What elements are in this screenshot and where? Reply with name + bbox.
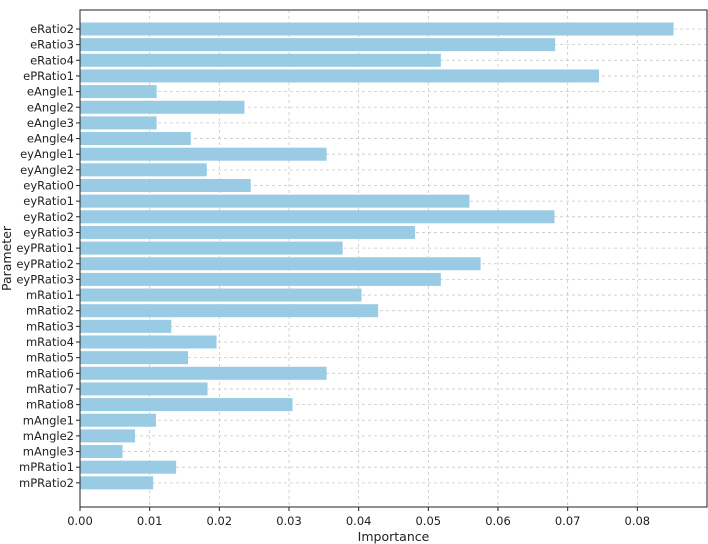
bar bbox=[80, 132, 191, 146]
bar bbox=[80, 351, 188, 365]
y-tick-label: mAngle2 bbox=[23, 429, 74, 443]
y-tick-label: mPRatio2 bbox=[19, 476, 74, 490]
y-tick-label: eyRatio3 bbox=[23, 225, 74, 239]
y-axis-title: Parameter bbox=[0, 225, 14, 291]
x-tick-label: 0.08 bbox=[625, 514, 651, 528]
y-tick-label: eyRatio0 bbox=[23, 179, 74, 193]
x-tick-label: 0.01 bbox=[137, 514, 163, 528]
axis-layer: eRatio2eRatio3eRatio4ePRatio1eAngle1eAng… bbox=[16, 9, 708, 528]
x-tick-label: 0.05 bbox=[416, 514, 442, 528]
bar bbox=[80, 304, 379, 318]
bar bbox=[80, 366, 327, 380]
y-tick-label: mRatio1 bbox=[26, 288, 74, 302]
y-tick-label: mRatio5 bbox=[26, 351, 74, 365]
bar bbox=[80, 382, 208, 396]
y-tick-label: mAngle1 bbox=[23, 413, 74, 427]
y-tick-label: eyRatio1 bbox=[23, 194, 74, 208]
bar bbox=[80, 85, 157, 99]
bar bbox=[80, 53, 441, 67]
bar bbox=[80, 22, 674, 36]
x-axis-title: Importance bbox=[358, 529, 430, 544]
bar-layer bbox=[80, 22, 674, 490]
bar bbox=[80, 194, 470, 208]
x-tick-label: 0.07 bbox=[555, 514, 581, 528]
y-tick-label: mPRatio1 bbox=[19, 460, 74, 474]
y-tick-label: mRatio6 bbox=[26, 366, 74, 380]
y-tick-label: mRatio7 bbox=[26, 382, 74, 396]
bar bbox=[80, 163, 207, 177]
y-tick-label: eAngle1 bbox=[27, 85, 74, 99]
y-tick-label: eAngle2 bbox=[27, 100, 74, 114]
bar bbox=[80, 257, 481, 271]
y-tick-label: eRatio2 bbox=[30, 22, 74, 36]
plot-frame bbox=[79, 9, 708, 508]
bar bbox=[80, 116, 157, 130]
x-tick-label: 0.03 bbox=[276, 514, 302, 528]
x-tick-label: 0.04 bbox=[346, 514, 372, 528]
bar bbox=[80, 272, 441, 286]
x-tick-label: 0.02 bbox=[207, 514, 233, 528]
y-tick-label: eRatio3 bbox=[30, 38, 74, 52]
bar bbox=[80, 210, 555, 224]
y-tick-label: mAngle3 bbox=[23, 445, 74, 459]
bar bbox=[80, 476, 154, 490]
bar bbox=[80, 398, 293, 412]
y-tick-label: eyAngle1 bbox=[20, 147, 74, 161]
bar bbox=[80, 241, 343, 255]
y-tick-label: eyPRatio2 bbox=[16, 257, 74, 271]
y-tick-label: eyPRatio3 bbox=[16, 272, 74, 286]
y-tick-label: eRatio4 bbox=[30, 53, 74, 67]
bar bbox=[80, 225, 416, 239]
y-tick-label: mRatio4 bbox=[26, 335, 74, 349]
y-tick-label: eyAngle2 bbox=[20, 163, 74, 177]
bar bbox=[80, 147, 327, 161]
bar bbox=[80, 179, 251, 192]
bar bbox=[80, 288, 362, 302]
bar bbox=[80, 69, 600, 83]
bar bbox=[80, 413, 156, 427]
bar bbox=[80, 319, 172, 333]
y-tick-label: mRatio2 bbox=[26, 304, 74, 318]
x-tick-label: 0.00 bbox=[67, 514, 93, 528]
y-tick-label: eyRatio2 bbox=[23, 210, 74, 224]
bar bbox=[80, 429, 136, 443]
y-tick-label: eyPRatio1 bbox=[16, 241, 74, 255]
bar bbox=[80, 445, 123, 459]
bar bbox=[80, 460, 177, 474]
y-tick-label: ePRatio1 bbox=[23, 69, 74, 83]
x-tick-label: 0.06 bbox=[485, 514, 511, 528]
bar bbox=[80, 38, 556, 52]
y-tick-label: eAngle3 bbox=[27, 116, 74, 130]
y-tick-label: eAngle4 bbox=[27, 132, 74, 146]
bar bbox=[80, 100, 245, 114]
y-tick-label: mRatio3 bbox=[26, 319, 74, 333]
y-tick-label: mRatio8 bbox=[26, 398, 74, 412]
bar bbox=[80, 335, 217, 349]
